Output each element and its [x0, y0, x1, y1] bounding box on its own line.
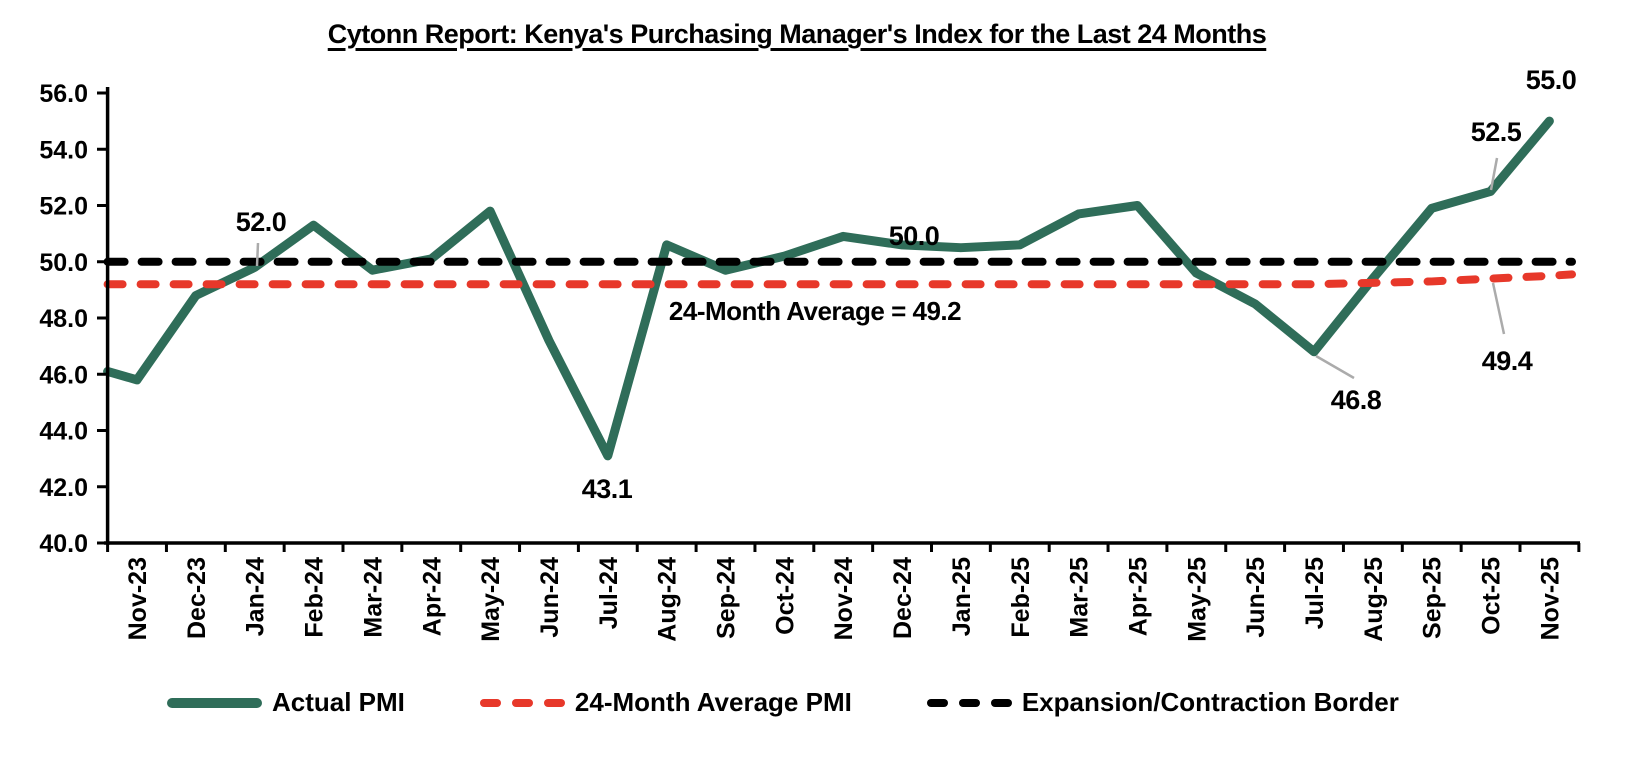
x-label-sep-25: Sep-25 — [1419, 557, 1447, 639]
y-tick-label: 42.0 — [39, 474, 88, 502]
annotation-label: 24-Month Average = 49.2 — [669, 296, 961, 326]
legend-item-average-pmi: 24-Month Average PMI — [479, 687, 852, 718]
annotation-label: 55.0 — [1526, 65, 1577, 95]
x-label-nov-23: Nov-23 — [124, 557, 152, 640]
legend-label-average-pmi: 24-Month Average PMI — [574, 687, 852, 717]
annotation-leader — [1489, 157, 1499, 191]
annotation-label: 46.8 — [1331, 385, 1382, 415]
y-tick-label: 44.0 — [39, 418, 88, 446]
y-tick-label: 56.0 — [39, 80, 88, 108]
y-tick-label: 54.0 — [39, 136, 88, 164]
x-label-apr-25: Apr-25 — [1124, 557, 1152, 636]
x-label-mar-25: Mar-25 — [1066, 557, 1094, 638]
annotation-leader — [1315, 354, 1355, 380]
border-line-sample — [926, 698, 1012, 707]
x-label-aug-24: Aug-24 — [654, 557, 682, 642]
y-tick-label: 50.0 — [39, 249, 88, 277]
annotation-label: 52.5 — [1471, 117, 1522, 147]
x-label-jan-25: Jan-25 — [948, 557, 976, 636]
x-label-may-25: May-25 — [1183, 557, 1211, 642]
x-label-jun-24: Jun-24 — [536, 557, 564, 638]
annotation-label: 50.0 — [889, 221, 940, 251]
x-label-dec-23: Dec-23 — [183, 557, 211, 639]
legend: Actual PMI 24-Month Average PMI Expansio… — [167, 687, 1399, 718]
chart-title: Cytonn Report: Kenya's Purchasing Manage… — [327, 19, 1267, 49]
annotation-label: 43.1 — [582, 474, 633, 504]
x-label-mar-24: Mar-24 — [359, 557, 387, 638]
x-label-feb-25: Feb-25 — [1007, 557, 1035, 638]
x-label-oct-25: Oct-25 — [1478, 557, 1506, 635]
x-label-may-24: May-24 — [477, 557, 505, 642]
annotation-leader — [255, 242, 260, 267]
x-label-jul-24: Jul-24 — [595, 557, 623, 629]
annotation-leader — [1491, 282, 1506, 335]
legend-item-actual-pmi: Actual PMI — [167, 687, 405, 718]
x-label-jun-25: Jun-25 — [1242, 557, 1270, 638]
x-label-oct-24: Oct-24 — [771, 557, 799, 635]
legend-label-border: Expansion/Contraction Border — [1021, 687, 1399, 717]
y-tick-label: 40.0 — [39, 530, 88, 558]
actual-pmi-line-sample — [167, 697, 262, 708]
legend-item-border: Expansion/Contraction Border — [926, 687, 1399, 718]
y-tick-label: 46.0 — [39, 361, 88, 389]
actual-pmi-line — [103, 116, 1554, 461]
annotation-label: 52.0 — [236, 207, 287, 237]
x-label-nov-24: Nov-24 — [830, 557, 858, 640]
x-label-sep-24: Sep-24 — [713, 557, 741, 639]
y-tick-label: 52.0 — [39, 193, 88, 221]
x-label-jul-25: Jul-25 — [1301, 557, 1329, 629]
x-label-feb-24: Feb-24 — [301, 557, 329, 638]
x-label-aug-25: Aug-25 — [1360, 557, 1388, 642]
x-label-apr-24: Apr-24 — [418, 557, 446, 636]
average-pmi-line — [103, 270, 1576, 289]
x-label-dec-24: Dec-24 — [889, 557, 917, 639]
y-tick-label: 48.0 — [39, 305, 88, 333]
legend-label-actual-pmi: Actual PMI — [272, 687, 405, 717]
x-label-jan-24: Jan-24 — [242, 557, 270, 636]
annotation-label: 49.4 — [1482, 346, 1533, 376]
x-label-nov-25: Nov-25 — [1536, 557, 1564, 640]
average-pmi-line-sample — [479, 698, 565, 707]
